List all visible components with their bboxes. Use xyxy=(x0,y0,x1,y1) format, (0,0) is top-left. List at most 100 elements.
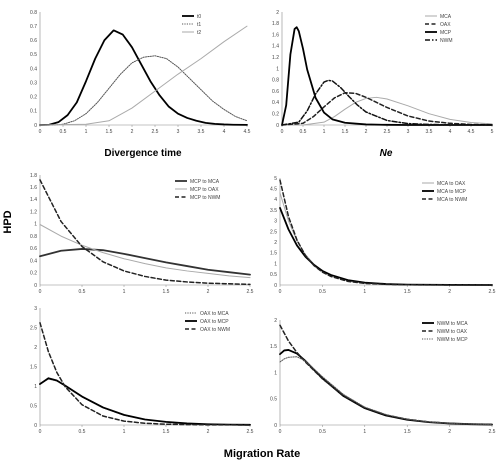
x-tick-label: 3 xyxy=(407,129,410,135)
legend-label: OAX xyxy=(440,22,451,28)
series-line-mca-to-nwm xyxy=(279,179,493,286)
y-tick-label: 0.1 xyxy=(30,109,37,115)
chart-panel-6: 0 0.5 1 1.5 2 2.5 0 0.5 1 1.5 2 NWM to MCA NWM to OA… xyxy=(270,318,496,435)
shared-x-label: Migration Rate xyxy=(224,448,300,460)
y-tick-label: 0 xyxy=(34,283,37,289)
x-tick-label: 1 xyxy=(363,429,366,435)
y-tick-label: 1.8 xyxy=(272,21,279,27)
y-tick-label: 0 xyxy=(274,423,277,429)
series-line-oax xyxy=(281,92,493,126)
y-tick-label: 2 xyxy=(34,345,37,351)
y-tick-label: 3 xyxy=(34,306,37,312)
y-tick-label: 0.4 xyxy=(272,100,279,106)
shared-y-label: HPD xyxy=(2,210,14,233)
x-tick-label: 0.5 xyxy=(60,129,67,135)
y-tick-label: 0 xyxy=(34,423,37,429)
y-tick-label: 1.4 xyxy=(272,44,279,50)
legend-label: MCP xyxy=(440,30,452,36)
legend-label: OAX to MCA xyxy=(200,311,229,317)
series-line-nwm-to-mcp xyxy=(279,356,493,426)
x-tick-label: 1.5 xyxy=(163,429,170,435)
legend-label: NWM xyxy=(440,38,453,44)
y-tick-label: 1.2 xyxy=(272,55,279,61)
y-tick-label: 4 xyxy=(274,197,277,203)
y-tick-label: 1.6 xyxy=(30,185,37,191)
series-line-t1 xyxy=(39,55,248,126)
y-tick-label: 2 xyxy=(274,240,277,246)
legend-label: NWM to MCA xyxy=(437,321,468,327)
legend-label: NWM to OAX xyxy=(437,329,468,335)
legend-label: MCP to NWM xyxy=(190,195,220,201)
x-tick-label: 2.5 xyxy=(247,289,254,295)
y-tick-label: 1.4 xyxy=(30,197,37,203)
x-axis-label: Divergence time xyxy=(104,148,182,159)
x-tick-label: 0 xyxy=(281,129,284,135)
x-tick-label: 2 xyxy=(365,129,368,135)
x-tick-label: 2 xyxy=(448,429,451,435)
y-tick-label: 3.5 xyxy=(270,208,277,214)
legend-label: MCA xyxy=(440,14,452,20)
y-tick-label: 2 xyxy=(276,10,279,16)
legend-label: MCA to OAX xyxy=(437,181,466,187)
y-tick-label: 0.8 xyxy=(272,78,279,84)
x-tick-label: 2 xyxy=(448,289,451,295)
x-tick-label: 1 xyxy=(323,129,326,135)
x-tick-label: 1.5 xyxy=(342,129,349,135)
x-tick-label: 2.5 xyxy=(247,429,254,435)
x-tick-label: 4 xyxy=(223,129,226,135)
series-line-oax-to-mcp xyxy=(39,377,251,426)
y-tick-label: 1.2 xyxy=(30,209,37,215)
y-tick-label: 0.4 xyxy=(30,258,37,264)
y-tick-label: 0.3 xyxy=(30,80,37,86)
x-tick-label: 0 xyxy=(39,129,42,135)
y-tick-label: 0.8 xyxy=(30,10,37,16)
y-tick-label: 3 xyxy=(274,219,277,225)
x-tick-label: 0 xyxy=(279,289,282,295)
series-line-mca xyxy=(281,96,493,126)
x-tick-label: 0 xyxy=(39,429,42,435)
y-tick-label: 2.5 xyxy=(30,325,37,331)
legend-label: t1 xyxy=(197,22,201,28)
y-tick-label: 0 xyxy=(276,123,279,129)
x-tick-label: 5 xyxy=(491,129,494,135)
x-tick-label: 0 xyxy=(279,429,282,435)
y-tick-label: 0.5 xyxy=(270,397,277,403)
y-tick-label: 1 xyxy=(274,370,277,376)
y-tick-label: 1 xyxy=(34,222,37,228)
legend-label: OAX to NWM xyxy=(200,327,230,333)
y-tick-label: 0.8 xyxy=(30,234,37,240)
chart-panel-2: 0 0.5 1 1.5 2 2.5 3 3.5 4 4.5 5 0 0.2 0.4 0.6 0.8 1 1.2 1.… xyxy=(272,10,494,159)
series-line-nwm-to-mca xyxy=(279,349,493,426)
y-tick-label: 0.5 xyxy=(30,403,37,409)
x-tick-label: 2 xyxy=(131,129,134,135)
x-tick-label: 2.5 xyxy=(384,129,391,135)
x-tick-label: 1 xyxy=(123,429,126,435)
legend-label: MCA to NWM xyxy=(437,197,467,203)
y-tick-label: 0 xyxy=(274,283,277,289)
y-tick-label: 0.6 xyxy=(272,89,279,95)
series-line-t0 xyxy=(39,29,248,126)
y-tick-label: 0.2 xyxy=(30,271,37,277)
y-tick-label: 1 xyxy=(274,261,277,267)
legend-label: MCA to MCP xyxy=(437,189,467,195)
legend-label: NWM to MCP xyxy=(437,337,468,343)
legend-label: t0 xyxy=(197,14,201,20)
x-tick-label: 0.5 xyxy=(79,429,86,435)
series-line-oax-to-nwm xyxy=(39,322,251,426)
x-tick-label: 3.5 xyxy=(198,129,205,135)
x-tick-label: 3.5 xyxy=(426,129,433,135)
y-tick-label: 0.4 xyxy=(30,66,37,72)
x-tick-label: 0.5 xyxy=(79,289,86,295)
y-tick-label: 0.5 xyxy=(270,272,277,278)
x-tick-label: 2.5 xyxy=(489,289,496,295)
x-tick-label: 1.5 xyxy=(163,289,170,295)
series-line-t2 xyxy=(39,25,248,126)
legend-label: MCP to MCA xyxy=(190,179,220,185)
y-tick-label: 2.5 xyxy=(270,229,277,235)
x-tick-label: 1.5 xyxy=(106,129,113,135)
series-line-nwm xyxy=(281,79,493,126)
y-tick-label: 0.7 xyxy=(30,24,37,30)
x-tick-label: 0.5 xyxy=(319,289,326,295)
chart-panel-4: 0 0.5 1 1.5 2 2.5 0 0.5 1 1.5 2 2.5 3 3.5 4 4.5 5 MCA to … xyxy=(270,176,496,295)
y-tick-label: 0.5 xyxy=(30,52,37,58)
